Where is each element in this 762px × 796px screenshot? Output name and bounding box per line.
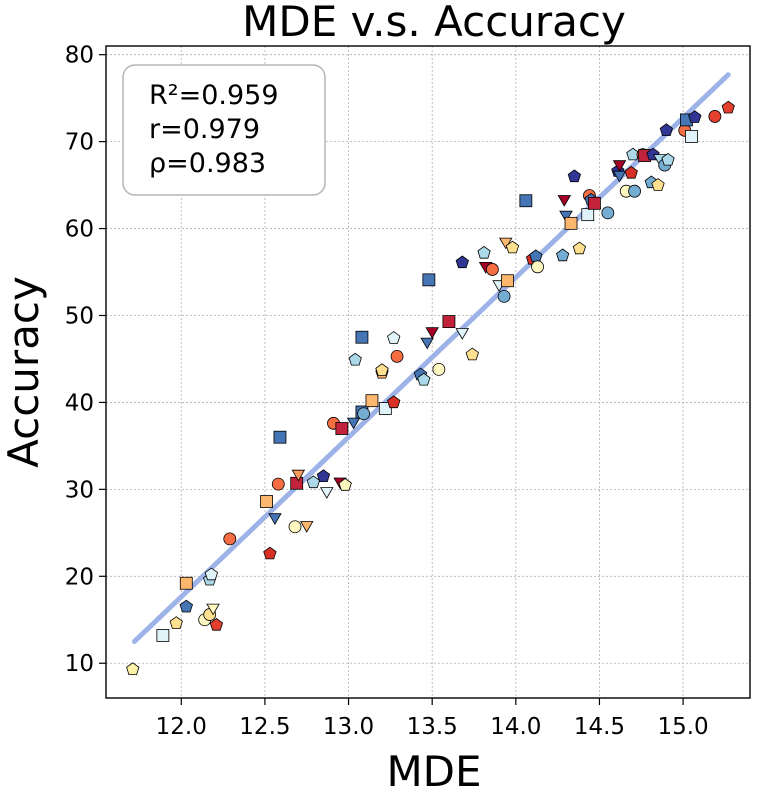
- chart-title: MDE v.s. Accuracy: [242, 0, 626, 46]
- data-point-square: [564, 216, 578, 230]
- data-points: [126, 100, 735, 675]
- data-point-triangle-down: [425, 327, 439, 339]
- y-tick-label: 60: [65, 217, 94, 243]
- data-point-square: [588, 196, 601, 210]
- data-point-triangle-down: [559, 210, 573, 223]
- stat-spearman-rho: ρ=0.983: [149, 148, 266, 179]
- data-point-triangle-down: [420, 337, 434, 350]
- data-point-circle: [485, 263, 499, 276]
- data-point-pentagon: [263, 546, 277, 560]
- data-point-pentagon: [567, 169, 581, 183]
- data-point-circle: [223, 532, 237, 546]
- data-point-pentagon: [465, 347, 479, 361]
- data-point-square: [442, 315, 456, 328]
- data-point-square: [156, 629, 170, 642]
- data-point-pentagon: [505, 240, 520, 254]
- data-point-circle: [628, 184, 641, 198]
- data-point-triangle-down: [300, 521, 314, 533]
- data-point-pentagon: [348, 352, 362, 366]
- y-tick-label: 20: [65, 564, 94, 590]
- data-point-square: [179, 576, 193, 590]
- data-point-pentagon: [721, 100, 735, 114]
- data-point-triangle-down: [206, 603, 220, 616]
- data-point-circle: [288, 520, 302, 534]
- data-point-triangle-down: [268, 513, 282, 526]
- data-point-triangle-down: [320, 487, 334, 499]
- data-point-pentagon: [661, 152, 675, 166]
- y-tick-label: 30: [65, 477, 94, 503]
- data-point-pentagon: [375, 363, 389, 376]
- y-tick-label: 70: [65, 130, 94, 156]
- data-point-square: [422, 273, 436, 287]
- data-point-pentagon: [338, 478, 352, 491]
- stats-box-frame: [122, 64, 326, 196]
- data-point-pentagon: [204, 567, 219, 581]
- x-tick-label: 12.5: [239, 714, 290, 740]
- data-point-square: [365, 394, 379, 408]
- data-point-circle: [271, 477, 285, 491]
- data-point-pentagon: [572, 241, 587, 255]
- data-point-triangle-down: [557, 195, 572, 207]
- x-tick-label: 12.0: [156, 714, 207, 740]
- y-axis-label: Accuracy: [0, 276, 48, 468]
- y-tick-label: 40: [65, 390, 94, 416]
- data-point-circle: [531, 260, 544, 274]
- stats-box: R²=0.959 r=0.979 ρ=0.983: [122, 64, 326, 196]
- data-point-pentagon: [455, 255, 469, 269]
- data-point-square: [519, 194, 533, 208]
- y-tick-label: 10: [65, 651, 94, 677]
- data-point-triangle-down: [346, 417, 361, 430]
- data-point-square: [378, 402, 392, 415]
- data-point-square: [581, 208, 595, 222]
- data-point-square: [685, 130, 698, 143]
- x-tick-label: 14.5: [574, 714, 625, 740]
- y-tick-label: 80: [65, 43, 94, 69]
- x-tick-label: 15.0: [657, 714, 708, 740]
- ticks: 12.0 12.5 13.0 13.5 14.0 14.5 15.0 10 20 30 40 50 60…: [65, 43, 709, 740]
- data-point-pentagon: [316, 469, 331, 483]
- stat-r-squared: R²=0.959: [149, 80, 279, 111]
- data-point-triangle-down: [291, 469, 306, 482]
- data-point-pentagon: [651, 178, 665, 191]
- data-point-pentagon: [179, 599, 193, 613]
- data-point-triangle-down: [612, 170, 627, 183]
- data-point-pentagon: [556, 248, 570, 262]
- x-tick-label: 14.0: [490, 714, 541, 740]
- data-point-pentagon: [209, 618, 224, 631]
- x-axis-label: MDE: [386, 747, 481, 796]
- data-point-triangle-down: [499, 237, 513, 250]
- data-point-square: [335, 422, 349, 435]
- x-tick-label: 13.0: [323, 714, 374, 740]
- data-point-square: [355, 330, 369, 344]
- data-point-pentagon: [624, 165, 638, 179]
- data-point-pentagon: [688, 110, 702, 123]
- data-point-pentagon: [169, 616, 183, 629]
- data-point-pentagon: [387, 395, 401, 409]
- data-point-square: [290, 476, 304, 490]
- data-point-circle: [708, 110, 722, 123]
- grid: [106, 46, 750, 698]
- plot-frame: [105, 45, 751, 699]
- data-point-triangle-down: [455, 328, 470, 340]
- data-point-pentagon: [387, 331, 401, 344]
- data-point-pentagon: [659, 123, 673, 137]
- data-point-pentagon: [417, 372, 431, 386]
- stat-pearson-r: r=0.979: [149, 114, 260, 145]
- data-point-pentagon: [477, 245, 491, 259]
- data-point-triangle-down: [612, 160, 627, 173]
- data-point-pentagon: [126, 662, 140, 675]
- data-point-circle: [497, 289, 511, 303]
- data-point-square: [273, 430, 287, 444]
- data-point-circle: [601, 206, 615, 220]
- data-point-circle: [432, 362, 446, 376]
- data-point-square: [501, 274, 514, 288]
- data-point-square: [260, 495, 273, 508]
- data-point-circle: [390, 349, 404, 363]
- y-tick-label: 50: [65, 303, 94, 329]
- data-point-circle: [357, 407, 371, 421]
- x-tick-label: 13.5: [407, 714, 458, 740]
